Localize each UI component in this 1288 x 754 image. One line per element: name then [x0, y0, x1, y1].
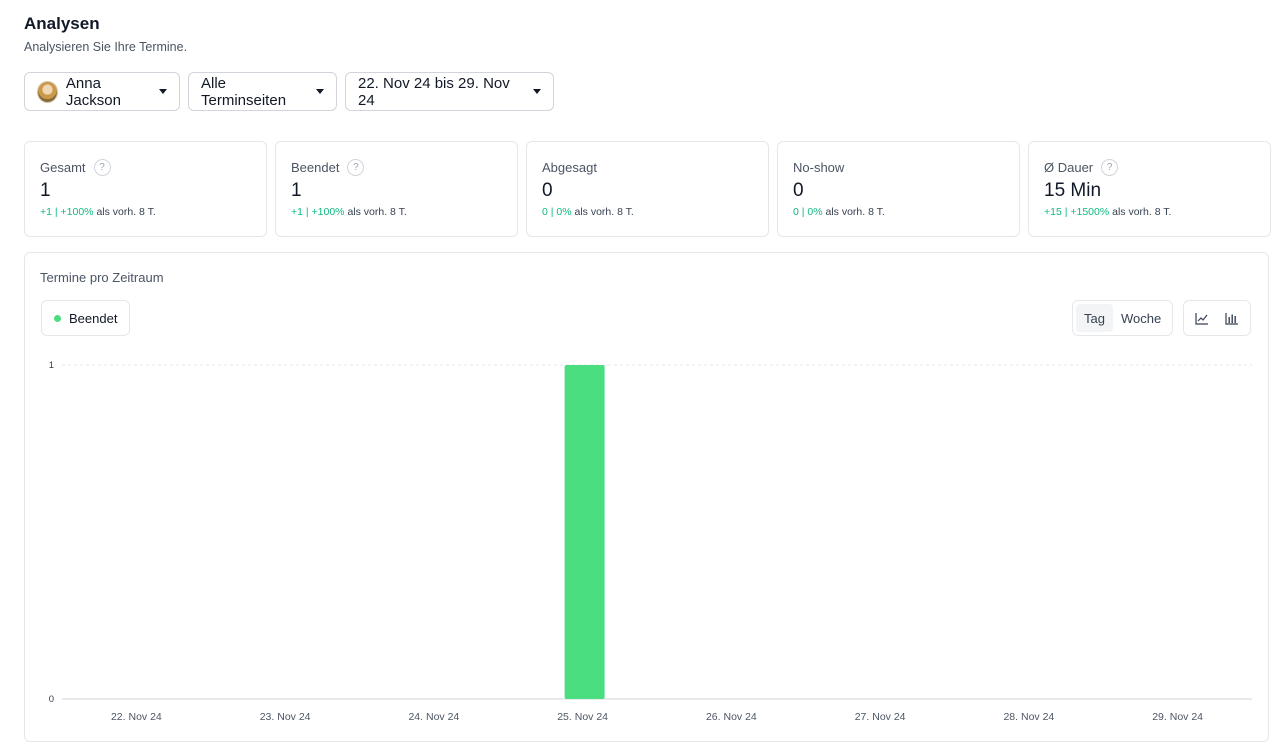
stat-label: Ø Dauer	[1044, 159, 1094, 175]
x-tick-label: 29. Nov 24	[1152, 711, 1203, 723]
bar-chart: 0 1 22. Nov 24 23. Nov 24 24. Nov 24 25. Nov …	[49, 360, 1252, 723]
stat-card-cancelled: Abgesagt 0 0 | 0% als vorh. 8 T.	[526, 141, 769, 237]
stat-value: 1	[291, 180, 302, 201]
chart-title: Termine pro Zeitraum	[40, 270, 164, 285]
chart-type-toggle	[1183, 300, 1251, 336]
user-filter-dropdown[interactable]: Anna Jackson	[24, 72, 180, 111]
caret-down-icon	[159, 89, 167, 94]
legend-label: Beendet	[69, 310, 118, 326]
line-chart-icon[interactable]	[1187, 304, 1217, 332]
caret-down-icon	[533, 89, 541, 94]
x-tick-label: 22. Nov 24	[111, 711, 162, 723]
stat-delta: +1 | +100% als vorh. 8 T.	[40, 206, 156, 218]
page-subtitle: Analysieren Sie Ihre Termine.	[24, 40, 188, 54]
filter-bar: Anna Jackson Alle Terminseiten 22. Nov 2…	[24, 72, 554, 111]
stat-delta: +1 | +100% als vorh. 8 T.	[291, 206, 407, 218]
x-tick-label: 28. Nov 24	[1003, 711, 1054, 723]
stat-delta: 0 | 0% als vorh. 8 T.	[542, 206, 634, 218]
x-tick-label: 23. Nov 24	[260, 711, 311, 723]
stat-delta: 0 | 0% als vorh. 8 T.	[793, 206, 885, 218]
stat-card-completed: Beendet? 1 +1 | +100% als vorh. 8 T.	[275, 141, 518, 237]
x-tick-label: 25. Nov 24	[557, 711, 608, 723]
stats-row: Gesamt? 1 +1 | +100% als vorh. 8 T. Been…	[24, 141, 1271, 237]
help-icon[interactable]: ?	[1101, 158, 1119, 176]
stat-value: 0	[542, 180, 553, 201]
y-tick-label: 1	[49, 360, 54, 371]
stat-card-avg-duration: Ø Dauer? 15 Min +15 | +1500% als vorh. 8…	[1028, 141, 1271, 237]
date-range-dropdown[interactable]: 22. Nov 24 bis 29. Nov 24	[345, 72, 554, 111]
caret-down-icon	[316, 89, 324, 94]
bar	[564, 365, 605, 699]
legend-item-completed[interactable]: Beendet	[41, 300, 131, 336]
stat-value: 0	[793, 180, 804, 201]
toggle-week[interactable]: Woche	[1120, 310, 1162, 326]
x-tick-label: 27. Nov 24	[855, 711, 906, 723]
stat-value: 1	[40, 180, 51, 201]
y-tick-label: 0	[49, 694, 54, 705]
stat-delta: +15 | +1500% als vorh. 8 T.	[1044, 206, 1172, 218]
help-icon[interactable]: ?	[93, 158, 111, 176]
stat-label: Abgesagt	[542, 159, 597, 175]
toggle-day[interactable]: Tag	[1076, 304, 1113, 332]
stat-label: Beendet	[291, 159, 340, 175]
stat-label: Gesamt	[40, 159, 86, 175]
user-filter-label: Anna Jackson	[65, 74, 121, 109]
period-toggle: Tag Woche	[1072, 300, 1174, 336]
event-type-filter-dropdown[interactable]: Alle Terminseiten	[188, 72, 337, 111]
stat-value: 15 Min	[1044, 180, 1102, 201]
stat-card-total: Gesamt? 1 +1 | +100% als vorh. 8 T.	[24, 141, 267, 237]
stat-label: No-show	[793, 159, 845, 175]
x-tick-label: 24. Nov 24	[408, 711, 459, 723]
bar-chart-icon[interactable]	[1217, 304, 1247, 332]
x-tick-label: 26. Nov 24	[706, 711, 757, 723]
date-range-label: 22. Nov 24 bis 29. Nov 24	[358, 74, 510, 109]
legend-dot	[54, 314, 61, 322]
appointments-chart-card: Termine pro Zeitraum Beendet Tag Woche 0…	[24, 252, 1269, 742]
stat-card-no-show: No-show 0 0 | 0% als vorh. 8 T.	[777, 141, 1020, 237]
avatar	[37, 80, 58, 103]
help-icon[interactable]: ?	[347, 158, 365, 176]
page-title: Analysen	[24, 14, 100, 33]
event-type-filter-label: Alle Terminseiten	[201, 74, 287, 109]
